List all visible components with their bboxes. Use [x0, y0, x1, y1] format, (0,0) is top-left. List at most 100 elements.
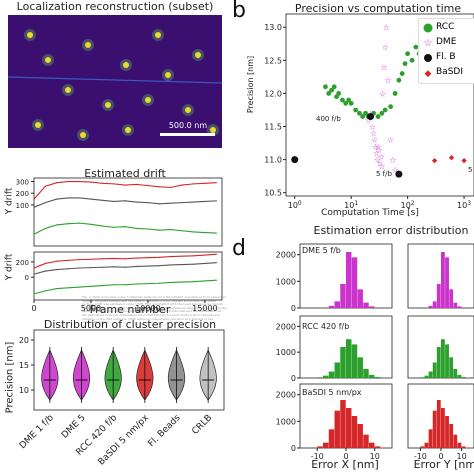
- hist-bar: [441, 252, 445, 308]
- scatter-point-dme: ☆: [387, 136, 394, 145]
- hist-bar: [432, 410, 437, 448]
- hist-bar: [328, 429, 335, 448]
- scatter-point-rcc: [331, 84, 337, 90]
- drift-xlabel: Frame number: [89, 303, 171, 316]
- scatter-ytick-label: 11.5: [264, 123, 282, 132]
- hist-bar: [357, 424, 363, 448]
- scatter-title: Precision vs computation time: [294, 2, 462, 15]
- hist-bar: [420, 446, 425, 448]
- scatter-point-dme: ☆: [383, 23, 390, 32]
- scatter-point-dme: ☆: [371, 136, 378, 145]
- hist-bar: [465, 447, 470, 448]
- hist-bar: [317, 377, 323, 378]
- scatter-point-dme: ☆: [382, 43, 389, 52]
- hist-bar: [424, 442, 429, 448]
- scatter-point-dme: ☆: [373, 149, 380, 158]
- scatter-point-rcc: [375, 114, 381, 119]
- hist-row-label-0: DME 5 f/b: [302, 246, 341, 255]
- hist-bar: [457, 374, 462, 378]
- scatter-point-rcc: [388, 104, 394, 110]
- scatter-point-rcc: [396, 77, 402, 83]
- hist-xtick-label: -10: [414, 452, 427, 461]
- scatter-point-dme: ☆: [375, 142, 382, 151]
- scatter-xtick-label: 101: [344, 200, 358, 210]
- localization-cluster-core: [185, 107, 191, 113]
- legend-basdi: BaSDI: [436, 67, 463, 77]
- hist-bar: [445, 416, 449, 448]
- scatter-point-rcc: [323, 84, 328, 90]
- hist-bar: [441, 339, 445, 378]
- scatter-ytick-label: 12.0: [264, 89, 282, 98]
- scatter-legend: ☆ ◆ RCC DME Fl. B BaSDI: [418, 18, 474, 84]
- hist-bar: [453, 368, 458, 378]
- hist-xtick-label: -10: [311, 452, 324, 461]
- scatter-point-dme: ☆: [392, 166, 399, 175]
- hist-bar: [334, 301, 340, 308]
- localization-cluster-core: [195, 52, 201, 58]
- scatter-ytick-label: 13.0: [264, 23, 282, 32]
- hist-bar: [363, 434, 369, 448]
- hist-bar: [334, 362, 340, 378]
- hist-bar: [432, 362, 437, 378]
- hist-row-label-1: RCC 420 f/b: [302, 322, 350, 331]
- hist-row-label-2: BaSDI 5 nm/px: [302, 388, 362, 397]
- scatter-xtick-label: 102: [401, 200, 415, 210]
- scatter-point-rcc: [329, 87, 335, 93]
- scatter-point-basdi: ◆: [461, 157, 467, 165]
- hist-bar: [428, 305, 433, 308]
- hist-ytick-label: 2000: [276, 251, 296, 260]
- legend-dme: DME: [436, 37, 457, 47]
- scatter-point-rcc: [357, 110, 362, 116]
- scatter-xlabel: Computation Time [s]: [321, 208, 419, 218]
- hist-bar: [424, 375, 429, 378]
- hist-xtick-label: 10: [457, 452, 467, 461]
- scatter-point-dme: ☆: [378, 162, 385, 171]
- localization-cluster-core: [123, 62, 129, 68]
- localization-cluster-core: [125, 127, 131, 133]
- hist-bar: [457, 306, 462, 308]
- overlay-trace: [8, 76, 222, 84]
- localization-cluster-core: [35, 122, 41, 128]
- hist-ytick-label: 0: [291, 304, 296, 313]
- violin-ytick-label: 10: [19, 386, 29, 395]
- hist-ytick-label: 2000: [276, 322, 296, 331]
- scatter-point-rcc: [399, 71, 405, 76]
- scatter-point-rcc: [392, 91, 398, 96]
- image-title: Localization reconstruction (subset): [16, 0, 214, 13]
- scatter-xtick-label: 100: [288, 200, 302, 210]
- hist-bar: [369, 374, 375, 378]
- hist-bar: [461, 446, 466, 448]
- hist-ytick-label: 1000: [276, 277, 296, 286]
- scatter-point-dme: ☆: [372, 142, 379, 151]
- hist-bar: [374, 376, 381, 378]
- scatter-point-flb: [291, 156, 299, 164]
- hist-bar: [346, 408, 352, 448]
- hist-bar: [428, 371, 433, 378]
- scatter-point-dme: ☆: [384, 76, 391, 85]
- scatter-point-flb: [367, 113, 375, 121]
- scatter-point-dme: ☆: [378, 152, 385, 161]
- precision-title: Distribution of cluster precision: [43, 318, 217, 331]
- scatter-point-dme: ☆: [389, 156, 396, 165]
- localization-cluster-core: [165, 72, 171, 78]
- hist-bar: [328, 305, 335, 308]
- hist-bar: [374, 446, 381, 448]
- hist-bar: [317, 446, 323, 448]
- hist-bar: [445, 344, 449, 378]
- scatter-point-rcc: [326, 91, 332, 96]
- hist-xtick-label: 0: [343, 452, 348, 461]
- scatter-point-dme: ☆: [374, 156, 381, 165]
- annotation-5fb: 5 f/b: [376, 170, 392, 178]
- scatter-point-dme: ☆: [369, 123, 376, 132]
- scatter-point-rcc: [343, 100, 349, 106]
- hist-bar: [346, 252, 352, 308]
- scatter-point-dme: ☆: [375, 146, 382, 155]
- legend-marker-flb: [424, 54, 432, 62]
- scatter-point-dme: ☆: [365, 116, 372, 125]
- violin-ytick-label: 15: [19, 361, 29, 370]
- hist-bar: [340, 284, 346, 308]
- hist-bar: [369, 442, 375, 448]
- hist-bar: [346, 339, 352, 378]
- localization-cluster-core: [105, 102, 111, 108]
